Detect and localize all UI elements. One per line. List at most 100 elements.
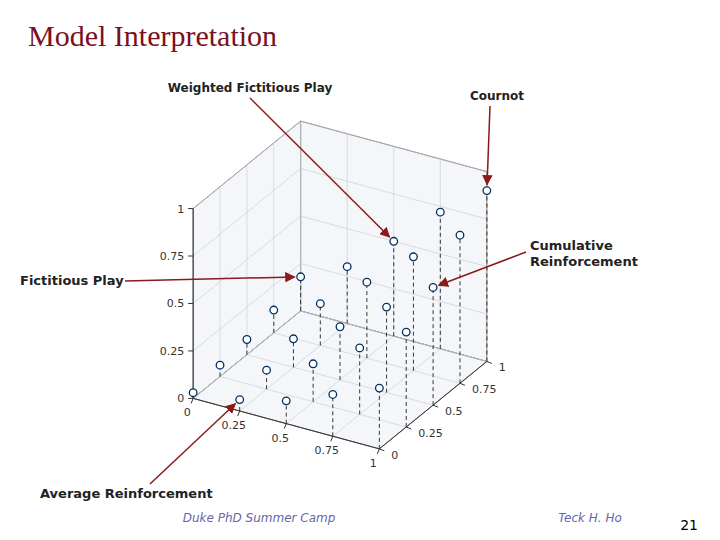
point	[436, 208, 444, 216]
z-tick	[188, 256, 193, 257]
annotation-line: Reinforcement	[530, 254, 638, 269]
y-tick-label: 0.75	[472, 383, 497, 396]
point	[297, 273, 305, 281]
stem	[459, 235, 460, 383]
title: Model Interpretation	[28, 19, 277, 52]
x-tick	[191, 398, 193, 403]
x-tick-label: 0.5	[272, 432, 290, 445]
annotation-line: Cournot	[470, 89, 524, 103]
grid-line	[193, 216, 301, 303]
point	[189, 389, 197, 397]
annotation: Fictitious Play	[20, 273, 124, 288]
x-tick	[238, 411, 240, 416]
point	[263, 366, 271, 374]
y-tick	[433, 405, 438, 407]
point	[309, 360, 317, 368]
footer: Duke PhD Summer Camp	[183, 511, 336, 525]
annotation-line: Weighted Fictitious Play	[168, 81, 333, 95]
point	[376, 384, 384, 392]
x-tick-label: 0	[184, 406, 191, 419]
annotation-arrow	[250, 98, 390, 237]
point	[270, 306, 278, 314]
data-marks	[189, 187, 490, 449]
stem	[440, 212, 441, 349]
y-tick-label: 0.5	[445, 405, 463, 418]
annotation-arrow	[439, 252, 526, 285]
point	[236, 396, 244, 404]
chart: Model Interpretation00.250.50.75100.250.…	[0, 0, 720, 540]
point	[483, 187, 491, 195]
annotation-arrow	[487, 106, 490, 185]
stem	[332, 394, 333, 436]
point	[410, 253, 418, 261]
grid-line	[240, 324, 348, 411]
stem	[366, 282, 367, 358]
stem	[313, 364, 314, 402]
annotation: CumulativeReinforcement	[530, 238, 638, 269]
z-tick-label: 1	[177, 203, 184, 216]
annotation-arrow	[150, 404, 235, 484]
point	[317, 300, 325, 308]
annotation: Cournot	[470, 89, 524, 103]
grid-line	[440, 159, 441, 349]
y-tick	[406, 427, 411, 429]
stem	[393, 241, 394, 336]
stem	[359, 348, 360, 414]
point	[363, 278, 371, 286]
annotation: Weighted Fictitious Play	[168, 81, 333, 95]
z-tick	[188, 398, 193, 399]
annotation-line: Fictitious Play	[20, 273, 124, 288]
stem	[379, 388, 380, 449]
x-tick-label: 0.75	[315, 444, 340, 457]
grid-line	[193, 311, 301, 398]
stem	[300, 277, 301, 311]
annotation-line: Average Reinforcement	[40, 486, 213, 501]
page-number: 21	[680, 517, 698, 533]
z-tick	[188, 208, 193, 209]
y-tick	[460, 383, 465, 385]
point	[390, 237, 398, 245]
stem	[433, 287, 434, 405]
x-tick	[377, 449, 379, 454]
point	[243, 336, 251, 344]
stem	[347, 267, 348, 324]
point	[402, 328, 410, 336]
stem	[320, 304, 321, 346]
grid-line	[301, 121, 487, 171]
y-tick-label: 0	[391, 449, 398, 462]
x-tick-label: 1	[370, 457, 377, 470]
y-tick	[379, 449, 384, 451]
footer: Teck H. Ho	[558, 511, 622, 525]
point	[336, 323, 344, 331]
stem	[413, 257, 414, 371]
point	[383, 303, 391, 311]
z-tick-label: 0	[177, 392, 184, 405]
point	[282, 397, 290, 405]
point	[429, 284, 437, 292]
point	[290, 335, 298, 343]
stem	[406, 332, 407, 427]
point	[356, 344, 364, 352]
point	[329, 391, 337, 399]
y-tick-label: 1	[499, 361, 506, 374]
x-tick	[331, 436, 333, 441]
annotation-line: Cumulative	[530, 238, 613, 253]
z-tick	[188, 350, 193, 351]
annotation: Average Reinforcement	[40, 486, 213, 501]
pane-floor	[193, 311, 487, 449]
grid-line	[193, 169, 301, 256]
annotation-arrow	[125, 277, 295, 281]
point	[216, 361, 224, 369]
y-tick-label: 0.25	[418, 427, 443, 440]
grid-line	[193, 121, 301, 208]
z-tick-label: 0.25	[160, 345, 185, 358]
stem	[486, 191, 487, 362]
grid-line	[193, 398, 379, 448]
y-tick	[487, 361, 492, 363]
x-tick-label: 0.25	[221, 419, 246, 432]
z-tick-label: 0.5	[167, 297, 185, 310]
z-tick-label: 0.75	[160, 250, 185, 263]
x-axis	[193, 398, 379, 448]
point	[456, 231, 464, 239]
point	[343, 263, 351, 271]
